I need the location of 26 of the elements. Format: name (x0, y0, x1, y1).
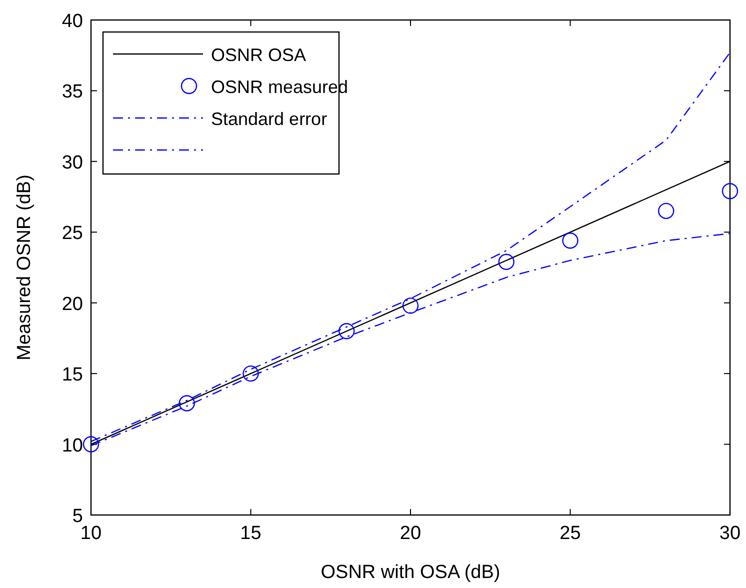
point (658, 202, 674, 220)
y-tick-label: 5 (72, 506, 83, 527)
legend-label: OSNR OSA (211, 45, 306, 65)
y-tick-label: 40 (62, 11, 83, 32)
point (562, 232, 578, 249)
point (242, 365, 259, 382)
point (498, 254, 514, 270)
x-axis-title: OSNR with OSA (dB) (320, 562, 500, 583)
x-tick-label: 15 (240, 523, 262, 544)
y-tick-label: 20 (62, 294, 83, 315)
x-tick-label: 30 (719, 523, 741, 544)
y-tick-label: 30 (62, 152, 83, 174)
y-tick-label: 35 (62, 82, 83, 103)
y-tick-label: 25 (62, 223, 83, 244)
y-tick-label: 10 (62, 435, 83, 456)
legend-label: Standard error (211, 109, 328, 129)
point (82, 436, 100, 452)
x-tick-label: 10 (80, 523, 102, 544)
y-axis-title: Measured OSNR (dB) (14, 174, 35, 360)
point (722, 183, 738, 200)
x-tick-label: 25 (560, 523, 581, 544)
point (402, 298, 419, 314)
point (338, 323, 355, 340)
y-tick-label: 15 (62, 364, 83, 386)
x-tick-label: 20 (400, 523, 422, 544)
point (178, 395, 195, 412)
